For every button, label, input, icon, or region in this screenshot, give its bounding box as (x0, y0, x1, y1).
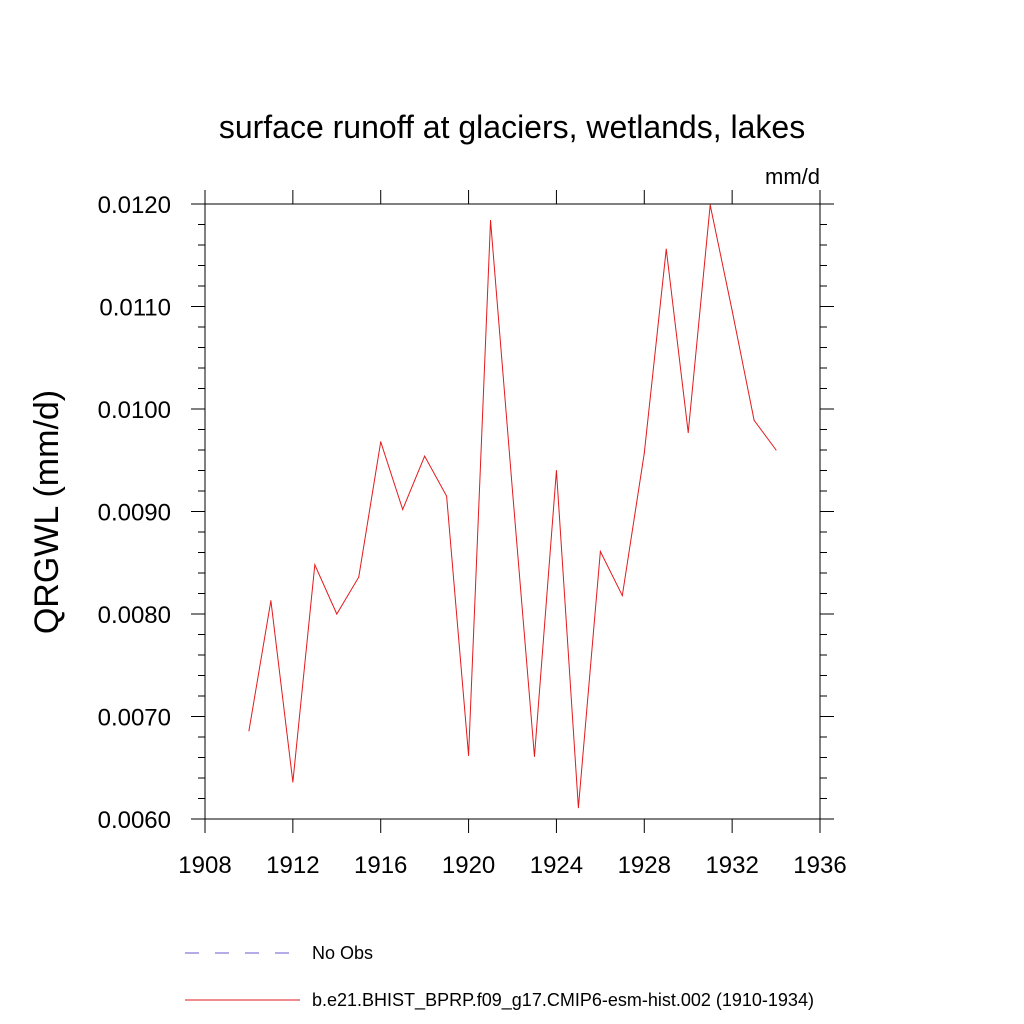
data-point (270, 600, 272, 602)
x-tick-label: 1928 (618, 852, 671, 879)
y-tick-label: 0.0070 (98, 705, 171, 732)
data-point (753, 419, 755, 421)
plot-frame (204, 203, 821, 820)
data-point (490, 219, 492, 221)
x-tick-label: 1916 (354, 852, 407, 879)
data-point (336, 613, 338, 615)
x-tick-label: 1908 (178, 852, 231, 879)
legend: No Obs b.e21.BHIST_BPRP.f09_g17.CMIP6-es… (185, 943, 814, 1011)
data-point (599, 550, 601, 552)
y-tick-label: 0.0080 (98, 602, 171, 629)
data-point (709, 204, 711, 206)
x-tick-label: 1936 (793, 852, 846, 879)
data-point (292, 781, 294, 783)
x-tick-label: 1924 (530, 852, 583, 879)
series-layer (248, 204, 777, 809)
x-tick-label: 1912 (266, 852, 319, 879)
data-point (402, 508, 404, 510)
data-point (512, 490, 513, 492)
data-point (643, 452, 645, 454)
data-point (775, 449, 777, 451)
data-point (621, 595, 623, 597)
data-point (665, 248, 667, 250)
y-tick-label: 0.0060 (98, 807, 171, 834)
data-point (468, 754, 470, 756)
units-label: mm/d (765, 164, 820, 189)
x-tick-label: 1920 (442, 852, 495, 879)
data-point (555, 470, 557, 471)
data-point (533, 755, 535, 757)
data-point (731, 310, 733, 312)
legend-label-no-obs: No Obs (312, 943, 373, 963)
data-point (248, 730, 250, 732)
data-point (314, 564, 316, 566)
data-point (577, 807, 579, 809)
x-tick-label: 1932 (705, 852, 758, 879)
legend-label-model: b.e21.BHIST_BPRP.f09_g17.CMIP6-esm-hist.… (312, 990, 814, 1011)
data-point (687, 432, 689, 434)
y-tick-label: 0.0090 (98, 500, 171, 527)
chart-title: surface runoff at glaciers, wetlands, la… (219, 109, 805, 145)
data-point (358, 576, 360, 578)
axis-ticks: 1908 1912 1916 1920 1924 1928 1932 1936 0.0060 0.… (98, 190, 847, 879)
y-tick-label: 0.0110 (99, 295, 171, 322)
y-tick-label: 0.0120 (98, 192, 171, 219)
data-point (446, 495, 448, 497)
data-point (380, 441, 382, 443)
y-axis-label: QRGWL (mm/d) (28, 390, 66, 634)
series-line (248, 204, 777, 808)
data-point (424, 455, 426, 457)
y-tick-label: 0.0100 (98, 397, 171, 424)
